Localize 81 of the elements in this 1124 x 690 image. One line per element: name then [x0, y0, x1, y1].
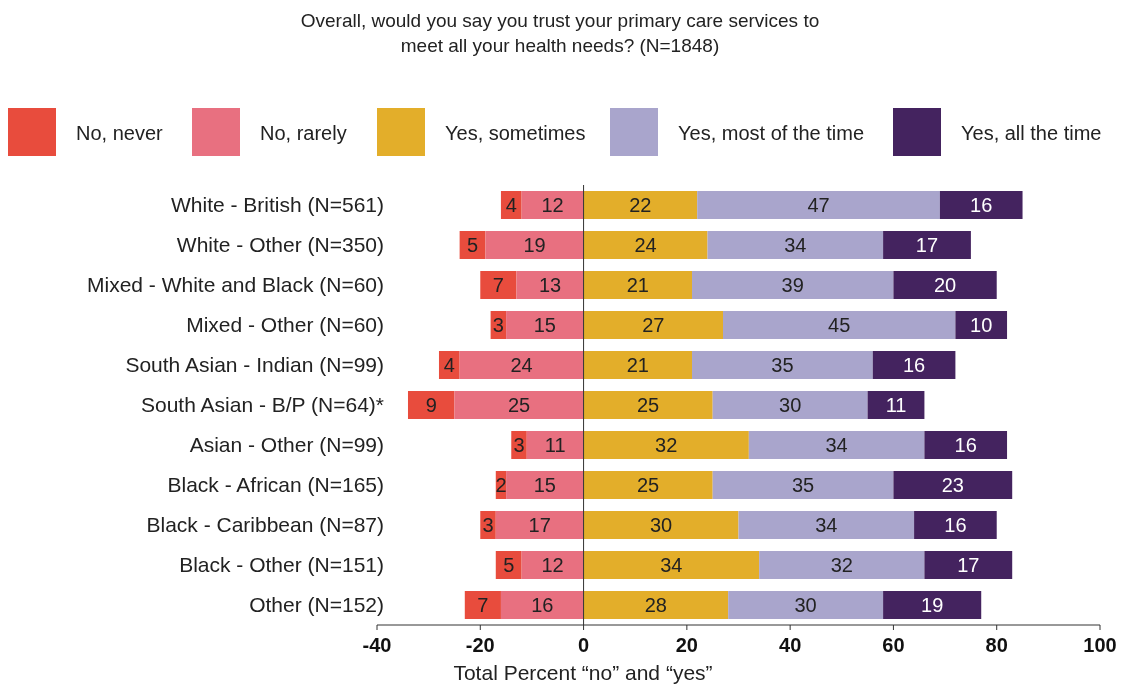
x-tick-label: 100: [1083, 634, 1117, 656]
data-label: 25: [637, 394, 660, 416]
data-label: 5: [466, 234, 479, 256]
data-label: 5: [503, 554, 515, 576]
data-label: 9: [425, 394, 437, 416]
data-label: 23: [941, 474, 964, 496]
data-label: 25: [507, 394, 531, 416]
data-label: 11: [544, 434, 566, 456]
data-label: 3: [482, 514, 494, 536]
y-tick-label: Asian - Other (N=99): [189, 433, 384, 456]
data-label: 17: [528, 514, 551, 536]
data-label: 34: [784, 234, 807, 256]
legend-label: No, rarely: [260, 122, 347, 144]
data-label: 32: [655, 434, 678, 456]
data-label: 15: [533, 474, 556, 496]
data-label: 20: [933, 274, 957, 296]
data-label: 2: [495, 474, 507, 496]
data-label: 3: [492, 314, 504, 336]
data-label: 30: [649, 514, 673, 536]
data-label: 30: [794, 594, 817, 616]
data-label: 12: [541, 554, 564, 576]
data-label: 3: [513, 434, 525, 456]
data-label: 7: [492, 274, 504, 296]
data-label: 10: [970, 314, 993, 336]
x-tick-label: -20: [465, 634, 495, 656]
x-tick-label: 60: [882, 634, 905, 656]
x-tick-label: 0: [578, 634, 590, 656]
data-label: 21: [626, 274, 649, 296]
data-label: 22: [629, 194, 652, 216]
data-label: 30: [779, 394, 802, 416]
data-label: 12: [541, 194, 564, 216]
data-label: 15: [533, 314, 556, 336]
y-tick-label: South Asian - Indian (N=99): [125, 353, 384, 376]
y-tick-label: Mixed - White and Black (N=60): [86, 273, 384, 296]
data-label: 21: [626, 354, 649, 376]
x-tick-label: 40: [779, 634, 802, 656]
data-label: 7: [477, 594, 489, 616]
y-tick-label: Black - Other (N=151): [179, 553, 384, 576]
data-label: 11: [885, 394, 907, 416]
data-label: 32: [830, 554, 853, 576]
data-label: 16: [954, 434, 977, 456]
data-label: 16: [531, 594, 554, 616]
data-label: 34: [815, 514, 838, 536]
data-label: 35: [791, 474, 815, 496]
data-label: 34: [825, 434, 848, 456]
data-label: 25: [637, 474, 660, 496]
data-label: 39: [781, 274, 804, 296]
data-label: 16: [944, 514, 967, 536]
legend-label: No, never: [76, 122, 164, 144]
data-label: 24: [510, 354, 533, 376]
data-label: 19: [921, 594, 944, 616]
data-label: 28: [644, 594, 667, 616]
data-label: 34: [660, 554, 683, 576]
data-label: 35: [771, 354, 794, 376]
data-label: 16: [970, 194, 993, 216]
chart-title: Overall, would you say you trust your primary care services to meet all your health needs? (N=1848): [300, 10, 820, 56]
data-label: 17: [915, 234, 939, 256]
legend-label: Yes, sometimes: [445, 122, 586, 144]
y-tick-label: South Asian - B/P (N=64)*: [141, 393, 384, 416]
legend-label: Yes, all the time: [961, 122, 1102, 144]
data-label: 24: [634, 234, 657, 256]
y-tick-label: Black - Caribbean (N=87): [146, 513, 384, 536]
y-tick-label: White - British (N=561): [171, 193, 384, 216]
x-tick-label: -40: [362, 634, 392, 656]
y-tick-label: Mixed - Other (N=60): [186, 313, 384, 336]
y-tick-label: Black - African (N=165): [167, 473, 384, 496]
x-tick-label: 80: [985, 634, 1008, 656]
x-tick-label: 20: [675, 634, 698, 656]
x-axis-title: Total Percent “no” and “yes”: [453, 661, 713, 684]
data-label: 19: [523, 234, 546, 256]
data-label: 16: [902, 354, 926, 376]
legend-label: Yes, most of the time: [678, 122, 865, 144]
y-tick-label: White - Other (N=350): [176, 233, 384, 256]
data-label: 27: [642, 314, 665, 336]
data-label: 17: [957, 554, 980, 576]
data-label: 47: [807, 194, 830, 216]
data-label: 13: [538, 274, 562, 296]
data-label: 4: [443, 354, 455, 376]
data-label: 4: [505, 194, 517, 216]
data-label: 45: [828, 314, 851, 336]
y-tick-label: Other (N=152): [249, 593, 384, 616]
